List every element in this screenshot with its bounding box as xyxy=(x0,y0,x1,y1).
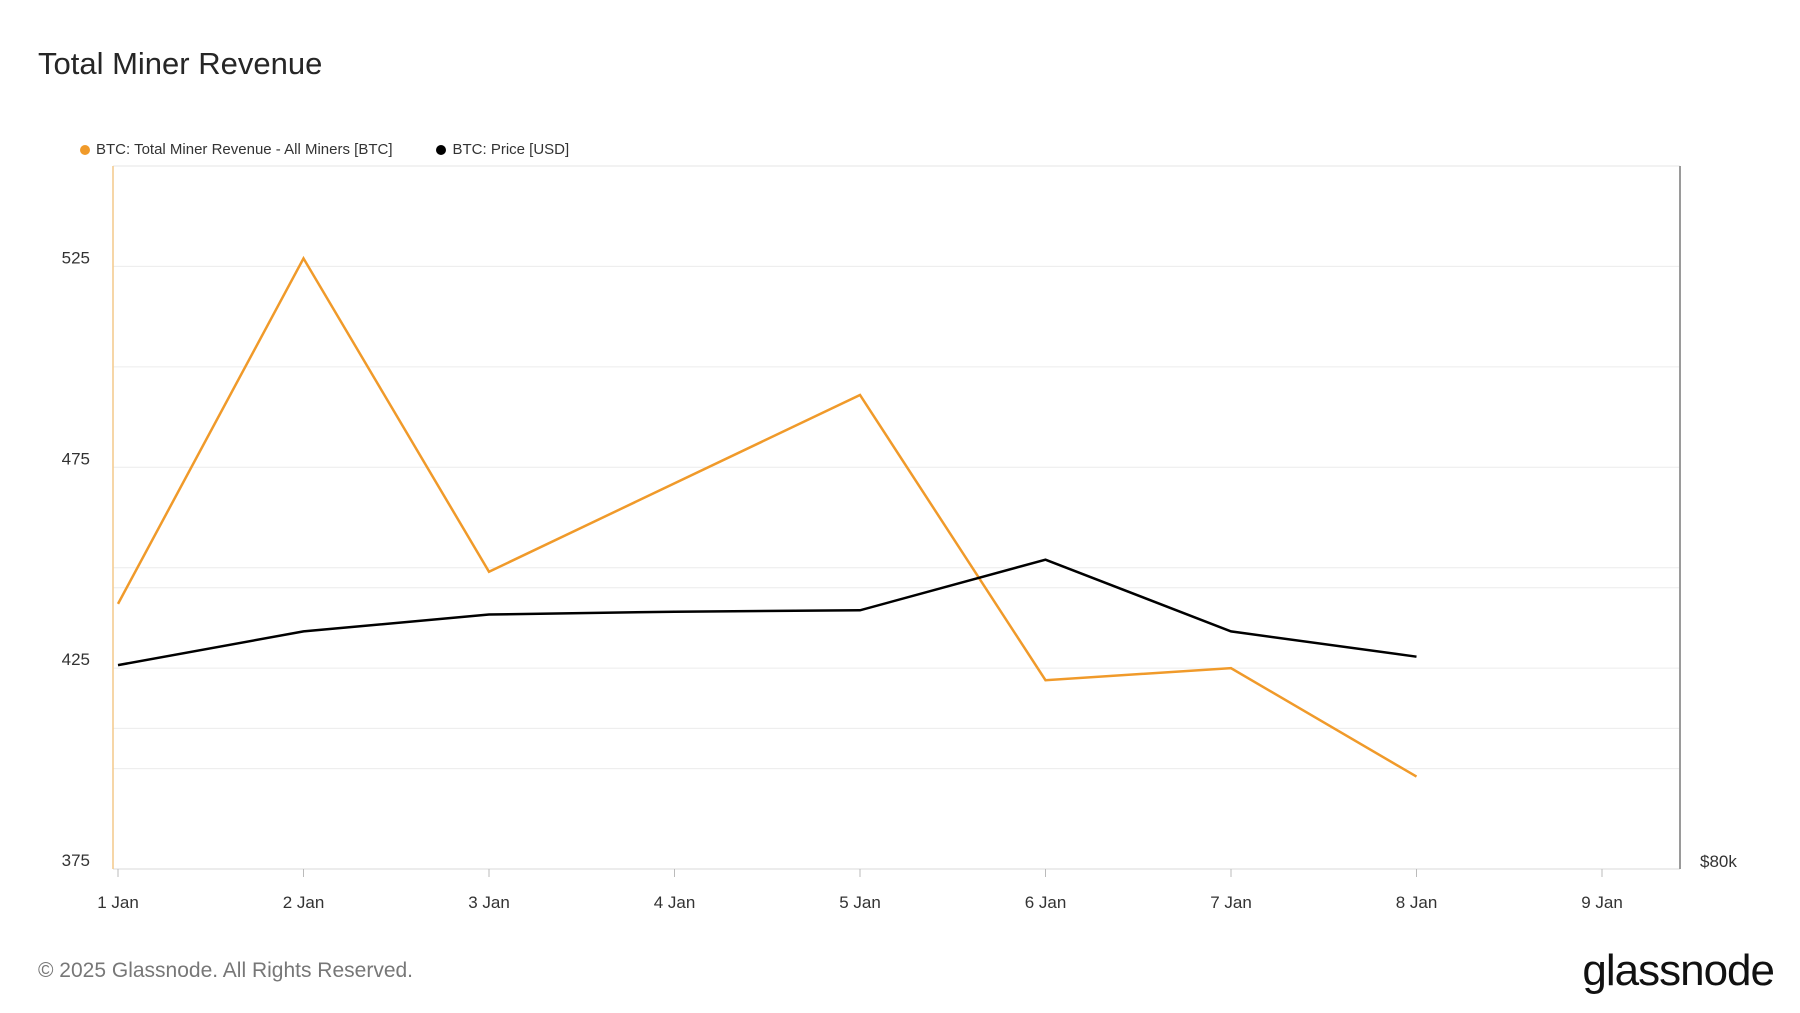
legend-item-miner-revenue[interactable]: BTC: Total Miner Revenue - All Miners [B… xyxy=(80,141,392,158)
y-left-tick-label: 375 xyxy=(62,851,90,870)
x-tick-label: 1 Jan xyxy=(97,893,139,912)
copyright-footer: © 2025 Glassnode. All Rights Reserved. xyxy=(38,959,414,982)
x-tick-label: 4 Jan xyxy=(654,893,696,912)
glassnode-logo: glassnode xyxy=(1582,946,1775,995)
x-tick-label: 9 Jan xyxy=(1581,893,1623,912)
legend-dot-price xyxy=(436,144,447,155)
y-right-tick-label: $80k xyxy=(1700,852,1737,871)
x-tick-label: 2 Jan xyxy=(283,893,325,912)
y-left-tick-label: 525 xyxy=(62,248,90,267)
series-line-price xyxy=(117,558,1417,667)
x-tick-label: 7 Jan xyxy=(1210,893,1252,912)
legend-item-price[interactable]: BTC: Price [USD] xyxy=(436,141,569,158)
y-left-tick-label: 475 xyxy=(62,449,90,468)
legend: BTC: Total Miner Revenue - All Miners [B… xyxy=(80,141,569,158)
x-tick-label: 8 Jan xyxy=(1396,893,1438,912)
legend-label-price: BTC: Price [USD] xyxy=(452,141,570,158)
x-tick-label: 6 Jan xyxy=(1025,893,1067,912)
series-line-miner-revenue xyxy=(116,255,1418,778)
x-tick-label: 5 Jan xyxy=(839,893,881,912)
x-tick-label: 3 Jan xyxy=(468,893,510,912)
legend-label-miner-revenue: BTC: Total Miner Revenue - All Miners [B… xyxy=(96,141,393,158)
y-left-tick-label: 425 xyxy=(62,650,90,669)
legend-dot-miner-revenue xyxy=(80,144,90,155)
chart-title: Total Miner Revenue xyxy=(38,46,323,81)
